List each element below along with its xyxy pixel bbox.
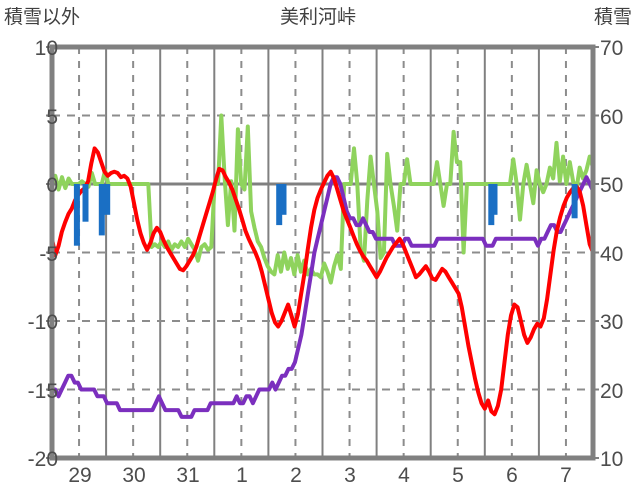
y-right-tick: 10 [600, 448, 624, 471]
precipitation-bar [82, 184, 89, 222]
y-left-tick: -20 [27, 448, 58, 471]
x-tick: 6 [506, 464, 518, 487]
x-tick: 5 [452, 464, 464, 487]
precipitation-bar [276, 184, 283, 226]
x-tick: 4 [398, 464, 410, 487]
y-left-tick: 10 [34, 37, 58, 60]
precipitation-bar [488, 184, 495, 226]
x-tick: 31 [176, 464, 200, 487]
x-tick: 3 [344, 464, 356, 487]
precipitation-bar [280, 184, 287, 215]
y-right-tick: 20 [600, 380, 624, 403]
y-left-tick: 5 [46, 106, 58, 129]
series-line-snow-depth [50, 175, 595, 419]
y-right-tick: 30 [600, 311, 624, 334]
precipitation-bar [104, 184, 111, 215]
precipitation-bar [571, 184, 578, 219]
y-right-tick: 50 [600, 174, 624, 197]
series-line-wind [50, 113, 595, 285]
precipitation-bar [73, 184, 80, 246]
y-left-tick: -5 [39, 243, 58, 266]
y-left-tick: -10 [27, 311, 58, 334]
y-right-tick: 40 [600, 243, 624, 266]
precipitation-bar [98, 184, 105, 236]
x-tick: 29 [68, 464, 92, 487]
y-right-tick: 60 [600, 106, 624, 129]
x-tick: 2 [290, 464, 302, 487]
x-tick: 7 [560, 464, 572, 487]
y-left-tick: -15 [27, 380, 58, 403]
series-line-temperature [50, 146, 595, 417]
x-tick: 30 [122, 464, 146, 487]
x-tick: 1 [236, 464, 248, 487]
precipitation-bar [491, 184, 498, 215]
y-right-tick: 70 [600, 37, 624, 60]
page-title: 美利河峠 [279, 7, 356, 28]
y-left-tick: 0 [46, 174, 58, 197]
right-axis-title: 積雪 [593, 7, 632, 28]
left-axis-title: 積雪以外 [4, 7, 81, 28]
